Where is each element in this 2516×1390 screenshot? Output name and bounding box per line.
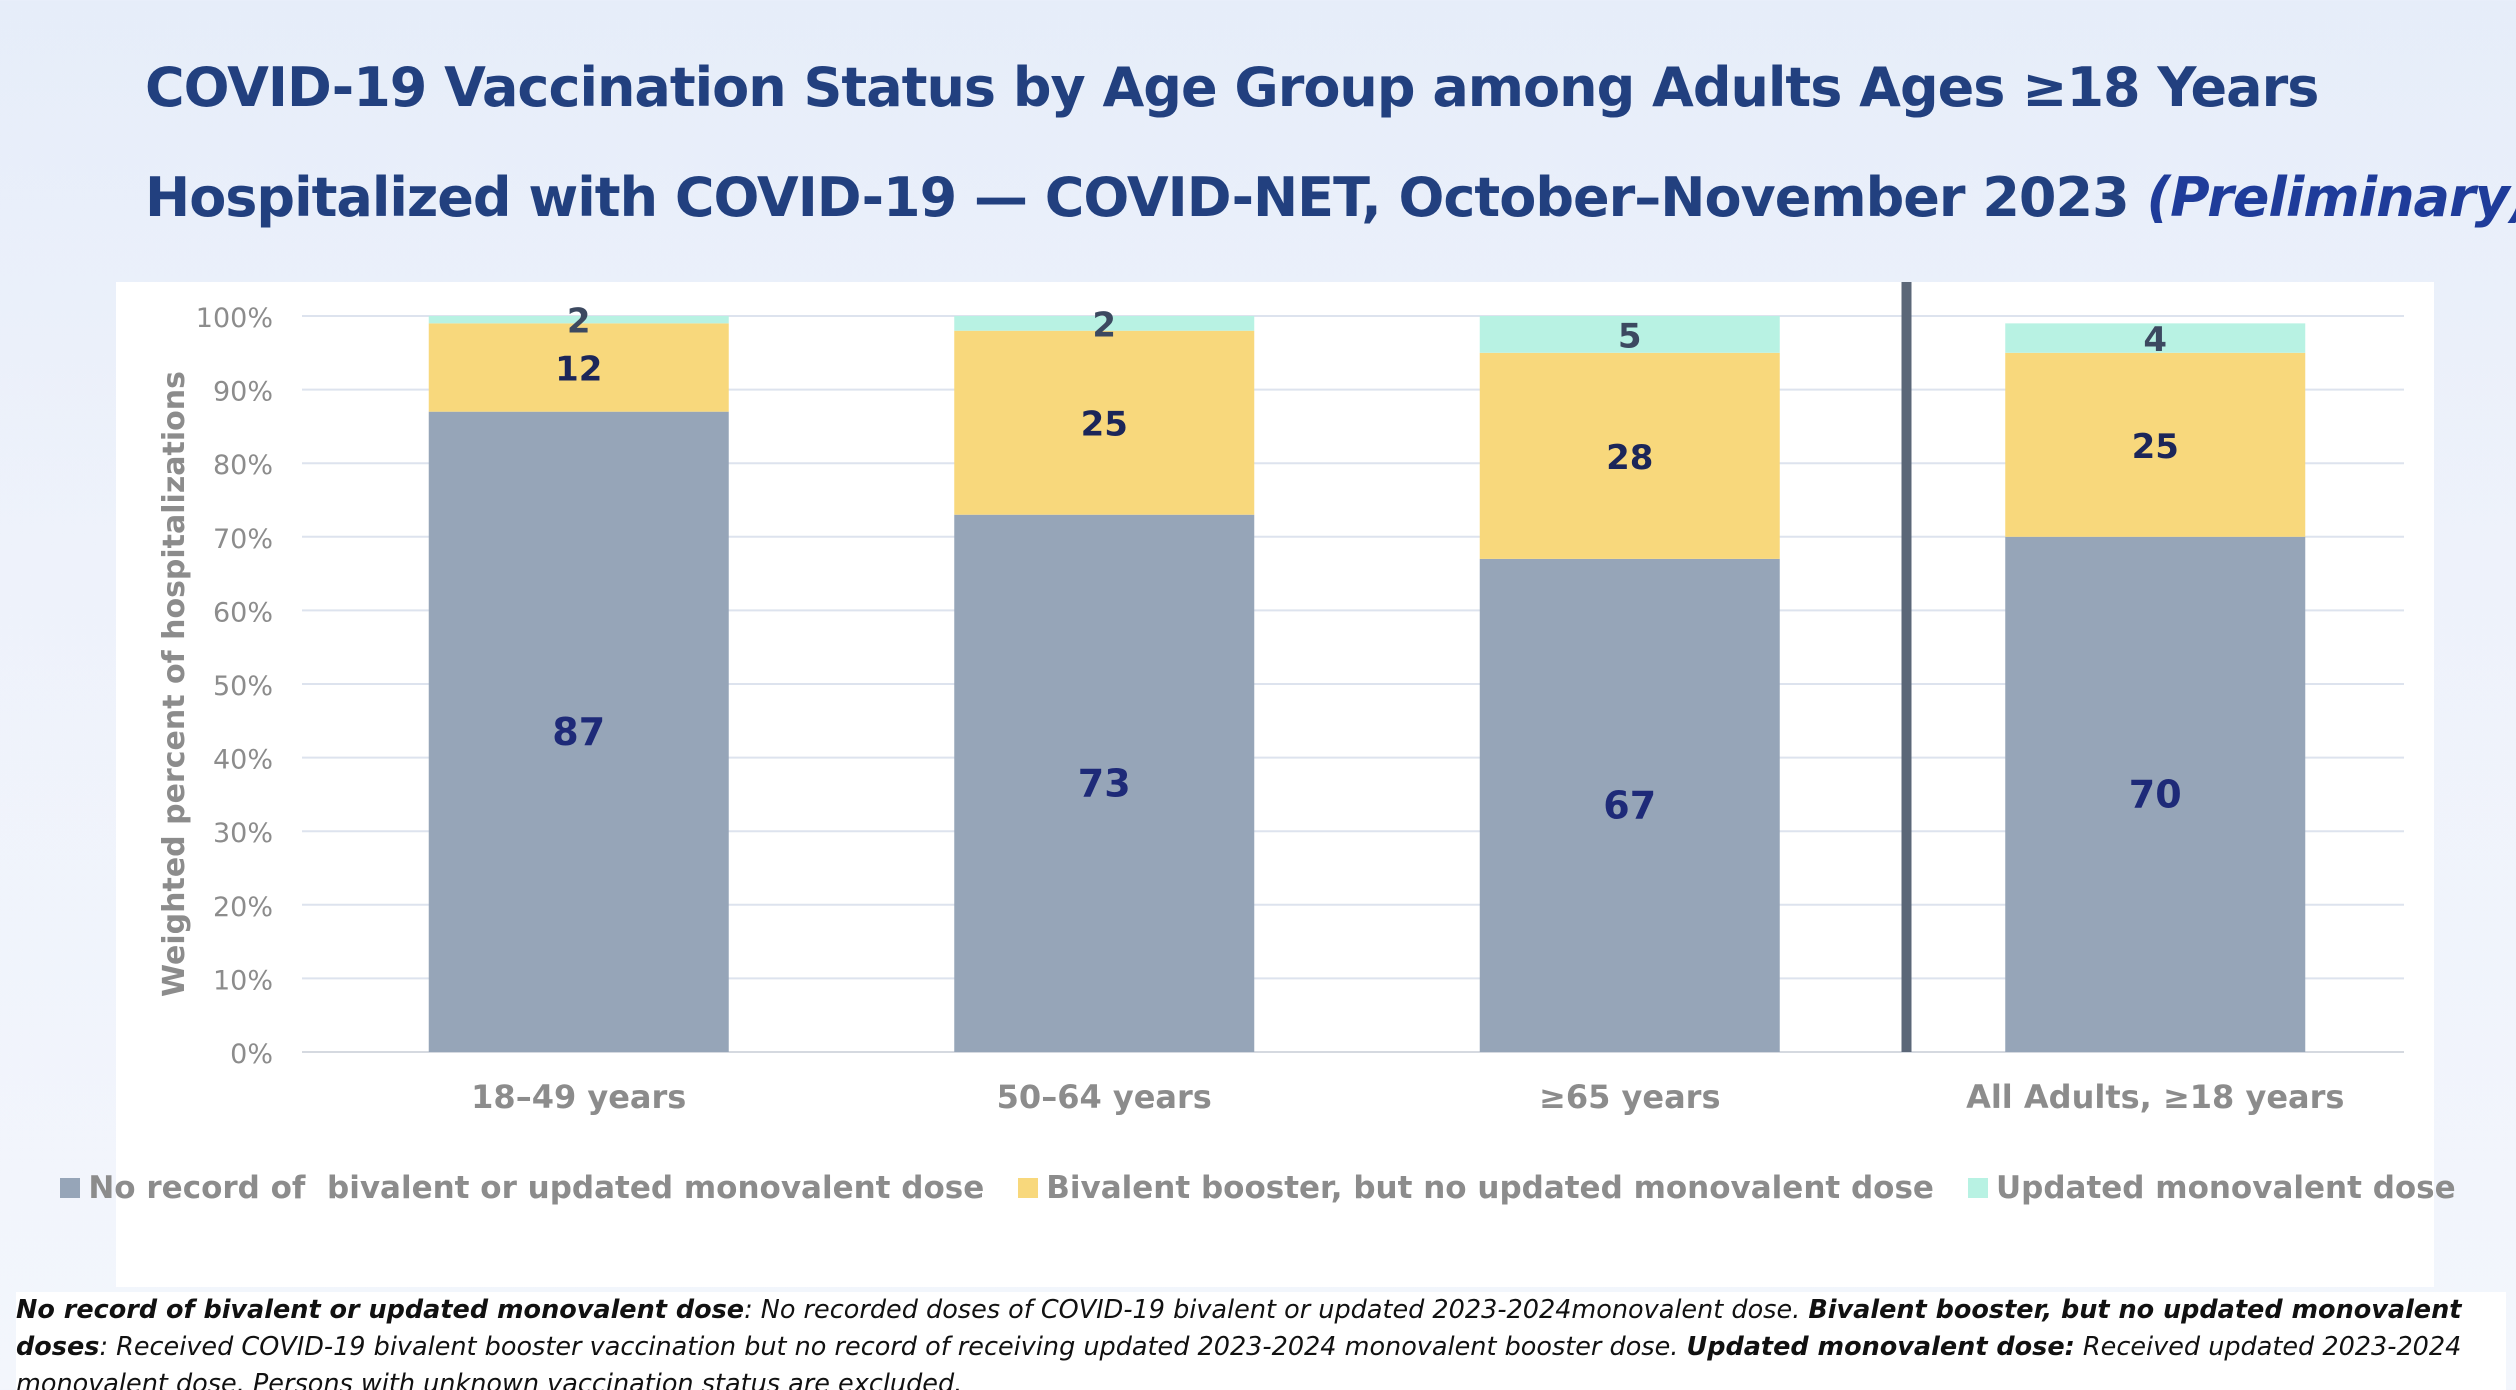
legend-swatch: [1018, 1178, 1039, 1198]
y-tick-label: 70%: [213, 524, 273, 555]
legend-swatch: [60, 1178, 81, 1198]
y-tick-label: 30%: [213, 818, 273, 849]
bar-segment: [954, 316, 1255, 331]
data-label: 67: [1603, 783, 1656, 827]
bar-segment: [428, 323, 729, 412]
y-tick-label: 10%: [213, 965, 273, 996]
legend-label: Bivalent booster, but no updated monoval…: [1046, 1170, 1934, 1206]
chart-title-line-2-text: Hospitalized with COVID-19 — COVID-NET, …: [145, 166, 2130, 229]
y-tick-label: 20%: [213, 892, 273, 923]
data-label: 73: [1078, 761, 1131, 805]
chart-title-preliminary: (Preliminary): [2146, 166, 2516, 229]
legend-swatch: [1967, 1178, 1988, 1198]
y-tick-label: 50%: [213, 671, 273, 702]
y-tick-label: 40%: [213, 745, 273, 776]
footnote-term-1: No record of bivalent or updated monoval…: [16, 1295, 745, 1325]
legend-item: Updated monovalent dose: [1967, 1170, 2456, 1206]
data-label: 70: [2129, 772, 2182, 816]
bar-segment: [1479, 316, 1780, 353]
bar-segment: [428, 316, 729, 324]
footnote-term-2: Bivalent booster, but no updated monoval…: [16, 1295, 2462, 1362]
legend-item: No record of bivalent or updated monoval…: [60, 1170, 984, 1206]
y-tick-label: 100%: [196, 303, 273, 334]
data-label: 2: [567, 302, 591, 342]
legend-label: Updated monovalent dose: [1995, 1170, 2456, 1206]
data-label: 87: [552, 710, 605, 754]
bar-segment: [2005, 352, 2306, 537]
footnote-def-2: : Received COVID-19 bivalent booster vac…: [99, 1332, 1687, 1362]
bar-segment: [954, 514, 1255, 1052]
data-label: 4: [2143, 320, 2167, 360]
y-tick-label: 90%: [213, 377, 273, 408]
footnote-term-3: Updated monovalent dose:: [1686, 1332, 2075, 1362]
chart-legend: No record of bivalent or updated monoval…: [0, 1170, 2516, 1206]
y-tick-label: 0%: [230, 1039, 273, 1070]
x-tick-label: All Adults, ≥18 years: [1966, 1078, 2344, 1116]
y-axis-title: Weighted percent of hospitalizations: [157, 371, 192, 997]
chart-panel: 0% 10% 20% 30% 40% 50% 60% 70% 80% 90% 100% Weighte…: [116, 282, 2434, 1287]
bar-segment: [1479, 558, 1780, 1052]
bar-segment: [2005, 323, 2306, 353]
legend-label: No record of bivalent or updated monoval…: [88, 1170, 985, 1206]
y-tick-label: 80%: [213, 450, 273, 481]
bar-segment: [2005, 536, 2306, 1052]
bar-segment: [428, 411, 729, 1052]
data-label: 12: [555, 350, 602, 390]
data-label: 25: [1081, 405, 1128, 445]
stacked-bar-chart: 0% 10% 20% 30% 40% 50% 60% 70% 80% 90% 100% Weighte…: [157, 282, 2404, 1116]
footnote-def-1: : No recorded doses of COVID-19 bivalent…: [744, 1295, 1809, 1325]
x-tick-label: 18–49 years: [471, 1078, 686, 1116]
data-label: 28: [1606, 438, 1653, 478]
x-tick-label: 50–64 years: [997, 1078, 1212, 1116]
footnote: No record of bivalent or updated monoval…: [16, 1292, 2506, 1390]
legend-item: Bivalent booster, but no updated monoval…: [1018, 1170, 1934, 1206]
data-label: 25: [2132, 427, 2179, 467]
bar-segment: [954, 330, 1255, 515]
chart-title-line-1: COVID-19 Vaccination Status by Age Group…: [145, 56, 2319, 119]
footnote-def-3: Received updated 2023-2024 monovalent do…: [16, 1332, 2462, 1390]
data-label: 2: [1092, 305, 1116, 345]
data-label: 5: [1618, 316, 1642, 356]
x-tick-label: ≥65 years: [1539, 1078, 1720, 1116]
y-tick-label: 60%: [213, 597, 273, 628]
bar-segment: [1479, 352, 1780, 559]
chart-title-line-2: Hospitalized with COVID-19 — COVID-NET, …: [145, 166, 2516, 229]
